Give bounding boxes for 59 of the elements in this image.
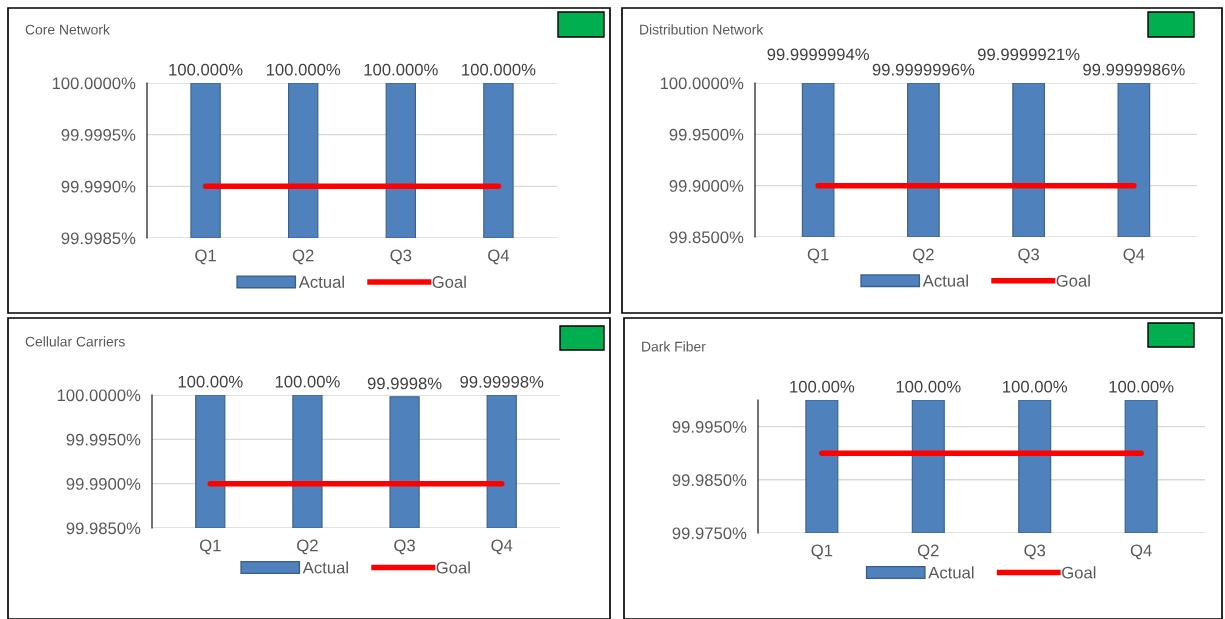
data-label: 99.9998% [367, 377, 442, 390]
y-tick-label: 99.9950% [66, 433, 141, 446]
x-tick-label: Q3 [394, 539, 415, 555]
x-tick-label: Q1 [195, 249, 216, 265]
x-tick-label: Q4 [488, 249, 510, 265]
legend-label: Goal [436, 561, 470, 574]
x-tick-label: Q3 [390, 249, 412, 265]
data-label: 100.00% [1109, 380, 1174, 393]
data-label: 99.9999996% [872, 63, 975, 76]
x-tick-label: Q1 [807, 248, 829, 264]
y-tick-label: 99.9750% [672, 527, 747, 540]
data-label: 100.000% [364, 63, 438, 76]
x-tick-label: Q2 [297, 539, 318, 555]
y-tick-label: 99.9850% [672, 474, 747, 486]
chart-title: Cellular Carriers [25, 336, 125, 347]
y-tick-label: 99.9850% [66, 522, 141, 535]
data-label: 100.00% [896, 380, 961, 393]
y-tick-label: 100.0000% [52, 77, 136, 90]
x-tick-label: Q4 [491, 539, 513, 555]
data-label: 100.00% [178, 375, 243, 388]
y-tick-label: 100.0000% [660, 77, 744, 90]
data-label: 99.9999921% [977, 48, 1080, 61]
x-tick-label: Q4 [1130, 544, 1152, 560]
y-tick-label: 100.0000% [57, 389, 141, 402]
x-tick-label: Q3 [1024, 544, 1046, 560]
y-tick-label: 99.9900% [66, 478, 141, 490]
data-label: 100.00% [1003, 380, 1068, 393]
legend-label: Goal [1056, 274, 1090, 287]
chart-title: Dark Fiber [642, 341, 706, 352]
y-tick-label: 99.9500% [669, 128, 744, 141]
legend-label: Actual [928, 566, 974, 579]
y-tick-label: 99.9000% [669, 180, 744, 192]
x-tick-label: Q3 [1018, 248, 1039, 264]
x-tick-label: Q2 [917, 544, 939, 560]
x-tick-label: Q2 [292, 249, 314, 265]
legend-label: Goal [432, 275, 466, 288]
x-tick-label: Q2 [913, 248, 934, 264]
legend-label: Actual [302, 561, 348, 574]
data-label: 100.000% [266, 63, 341, 76]
y-tick-label: 99.8500% [669, 231, 744, 244]
y-tick-label: 99.9985% [61, 232, 136, 245]
data-label: 99.9999986% [1083, 63, 1185, 76]
y-tick-label: 99.9990% [61, 180, 136, 193]
data-label: 99.9999994% [767, 48, 869, 61]
legend-label: Actual [922, 274, 968, 287]
data-label: 100.000% [169, 63, 243, 76]
chart-title: Core Network [25, 24, 110, 35]
data-label: 100.000% [462, 63, 536, 76]
x-tick-label: Q4 [1123, 248, 1145, 264]
y-tick-label: 99.9950% [672, 421, 747, 433]
data-label: 100.00% [275, 375, 340, 388]
legend-label: Actual [298, 275, 344, 288]
x-tick-label: Q1 [199, 539, 221, 555]
data-label: 100.00% [790, 380, 855, 393]
chart-title: Distribution Network [640, 24, 764, 35]
data-label: 99.99998% [460, 375, 544, 388]
x-tick-label: Q1 [811, 544, 833, 560]
legend-label: Goal [1062, 566, 1096, 579]
y-tick-label: 99.9995% [61, 129, 136, 141]
